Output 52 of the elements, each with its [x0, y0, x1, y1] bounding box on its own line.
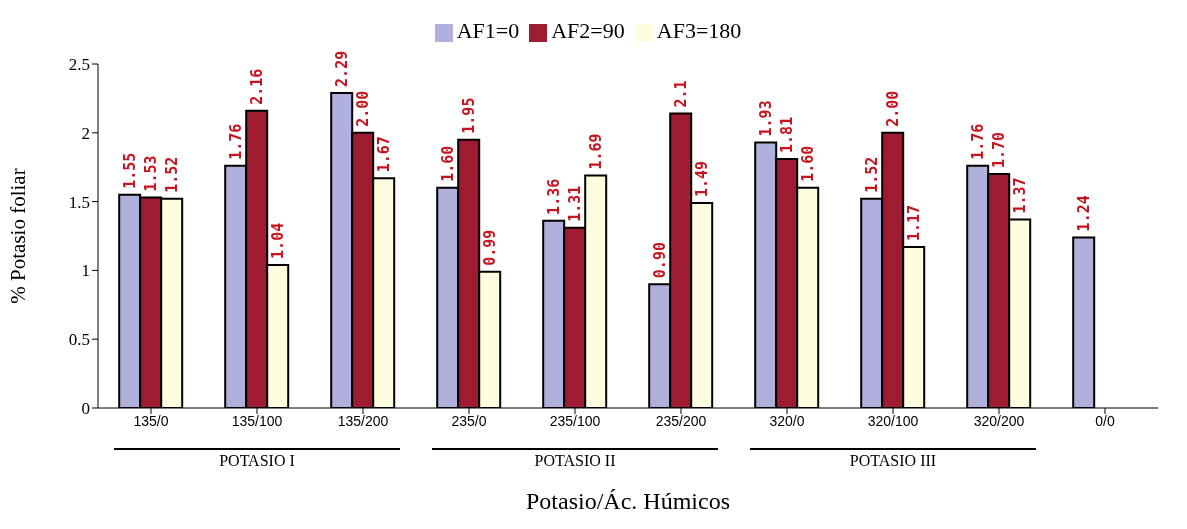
data-label: 2.00	[883, 90, 902, 127]
data-label: 1.70	[989, 131, 1008, 169]
x-tick-label: 135/0	[133, 412, 169, 429]
data-label: 1.17	[904, 204, 923, 242]
legend-label: AF3=180	[656, 18, 742, 43]
data-label: 1.52	[162, 156, 181, 193]
data-label: 1.52	[862, 156, 881, 193]
data-label: 1.24	[1074, 195, 1093, 232]
x-tick-label: 0/0	[1095, 412, 1115, 429]
text: POTASIO III	[749, 448, 1037, 470]
y-tick-label: 0	[81, 399, 90, 419]
data-label: 1.37	[1010, 177, 1029, 214]
x-tick-label: 135/200	[337, 412, 389, 429]
data-label: 1.81	[777, 116, 796, 153]
data-label: 1.31	[565, 185, 584, 222]
data-label: 1.36	[544, 178, 563, 215]
data-label: 0.99	[480, 229, 499, 266]
data-label: 1.93	[756, 100, 775, 137]
data-label: 0.90	[650, 242, 669, 279]
y-tick-label: 1	[81, 261, 90, 281]
data-label: 2.29	[332, 50, 351, 87]
data-label: 2.00	[353, 90, 372, 127]
data-label: 1.60	[798, 145, 817, 182]
x-tick-label: 320/200	[973, 412, 1025, 429]
data-label: 1.76	[226, 123, 245, 160]
data-label: 2.1	[671, 80, 690, 108]
y-tick-label: 0.5	[68, 330, 90, 350]
y-tick-label: 2	[81, 123, 90, 143]
y-tick-label: 2.5	[68, 55, 90, 75]
x-tick-label: 135/100	[231, 412, 283, 429]
data-label: 2.16	[247, 68, 266, 105]
data-label: 1.49	[692, 160, 711, 197]
x-tick-label: 320/100	[867, 412, 919, 429]
data-label: 1.76	[968, 123, 987, 160]
y-axis-title: % Potasio foliar	[6, 168, 31, 304]
data-label: 1.53	[141, 155, 160, 192]
x-tick-label: 320/0	[769, 412, 805, 429]
text: POTASIO II	[431, 448, 719, 470]
data-label: 1.04	[268, 222, 287, 259]
data-label: 1.69	[586, 133, 605, 170]
data-label: 1.60	[438, 145, 457, 182]
y-tick-label: 1.5	[68, 192, 90, 212]
x-tick-label: 235/200	[655, 412, 707, 429]
x-axis-title: Potasio/Ác. Húmicos	[525, 488, 731, 515]
legend-label: AF2=90	[551, 18, 625, 43]
data-label: 1.55	[120, 152, 139, 189]
x-tick-label: 235/100	[549, 412, 601, 429]
data-label: 1.95	[459, 97, 478, 134]
legend-label: AF1=0	[456, 18, 520, 43]
x-tick-label: 235/0	[451, 412, 487, 429]
text: POTASIO I	[113, 448, 401, 470]
data-label: 1.67	[374, 136, 393, 173]
